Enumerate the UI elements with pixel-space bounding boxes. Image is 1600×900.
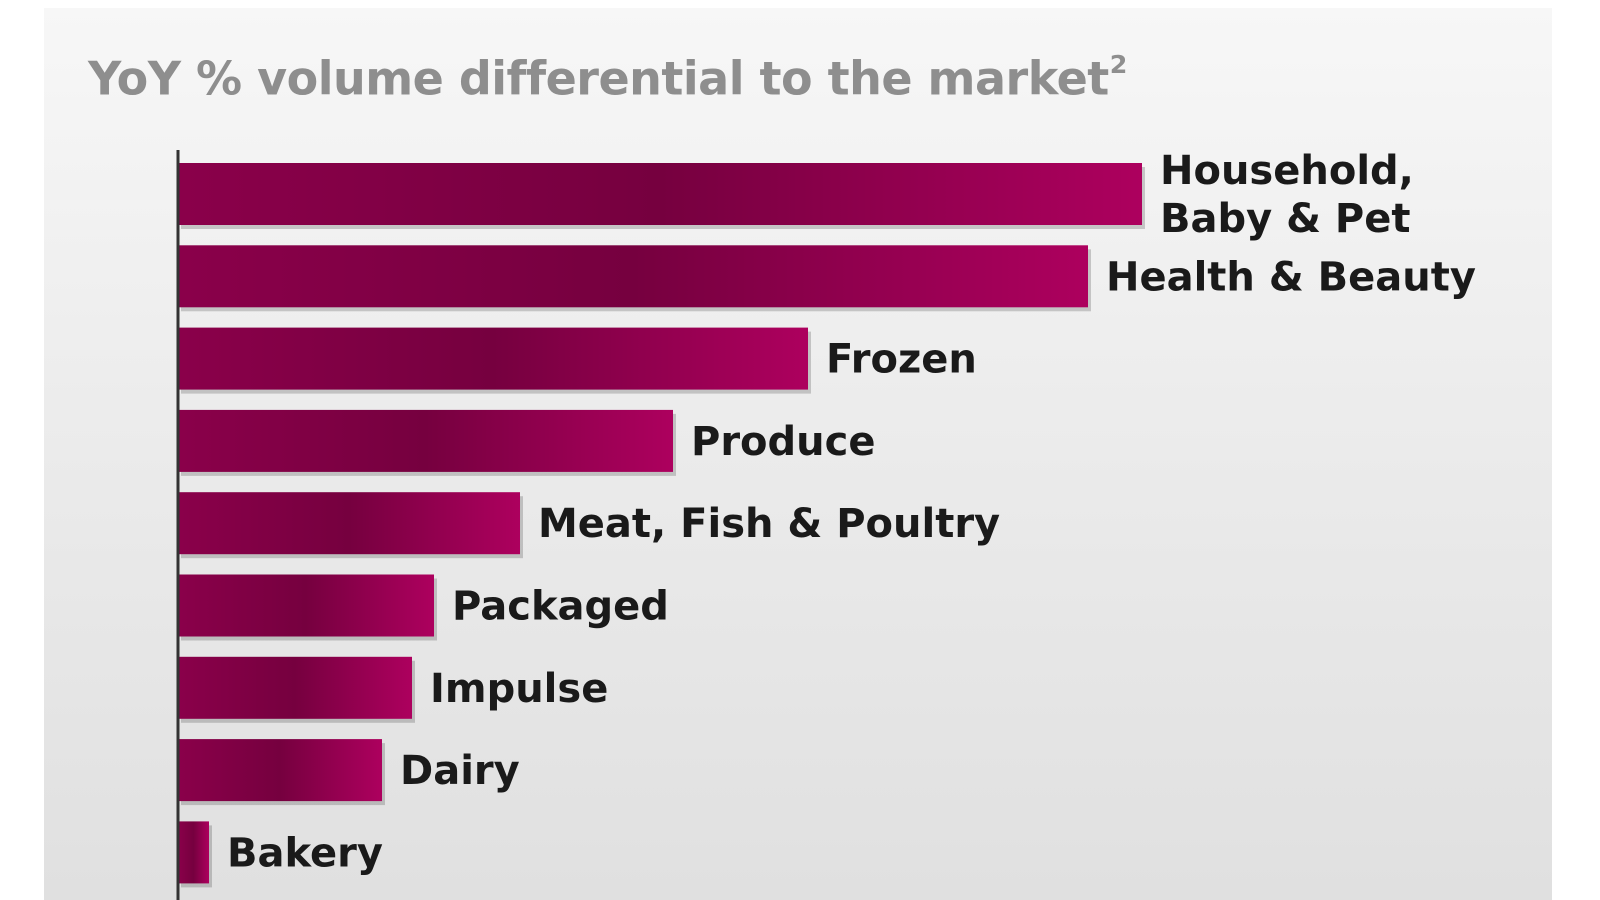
bar-label-line: Health & Beauty (1106, 254, 1476, 300)
bar-label: Impulse (430, 666, 608, 712)
labels-group: Household, Baby & Pet Health & Beauty Froze… (227, 148, 1476, 876)
chart-title-text: YoY % volume differential to the market (88, 51, 1109, 106)
bar (178, 409, 673, 472)
bar (178, 492, 520, 555)
bar-label: Health & Beauty (1106, 254, 1476, 300)
bar-label: Packaged (452, 584, 669, 630)
bar-label: Frozen (826, 337, 977, 383)
bar-label-line: Bakery (227, 830, 383, 876)
bar (178, 327, 808, 390)
bar-label: Household, Baby & Pet (1160, 148, 1414, 242)
bar-label: Produce (691, 419, 875, 465)
bar-label: Bakery (227, 830, 383, 876)
bar-label-line: Impulse (430, 666, 608, 712)
bar (178, 739, 382, 802)
bar-label-line: Produce (691, 419, 875, 465)
bar (178, 574, 434, 637)
bar (178, 245, 1088, 308)
bar-label: Meat, Fish & Poultry (538, 501, 1000, 547)
bar-label-line: Dairy (400, 748, 520, 794)
bar (178, 656, 412, 719)
bars-group (178, 163, 1145, 888)
bar-label-line: Household, (1160, 148, 1414, 194)
bar (178, 163, 1142, 225)
chart-title-superscript: 2 (1109, 50, 1128, 79)
chart-title: YoY % volume differential to the market2 (88, 50, 1127, 106)
bar-label-line: Packaged (452, 584, 669, 630)
bar-label-line: Frozen (826, 337, 977, 383)
bar-label: Dairy (400, 748, 520, 794)
bar-label-line: Meat, Fish & Poultry (538, 501, 1000, 547)
bar (178, 821, 209, 884)
bar-label-line: Baby & Pet (1160, 196, 1411, 242)
